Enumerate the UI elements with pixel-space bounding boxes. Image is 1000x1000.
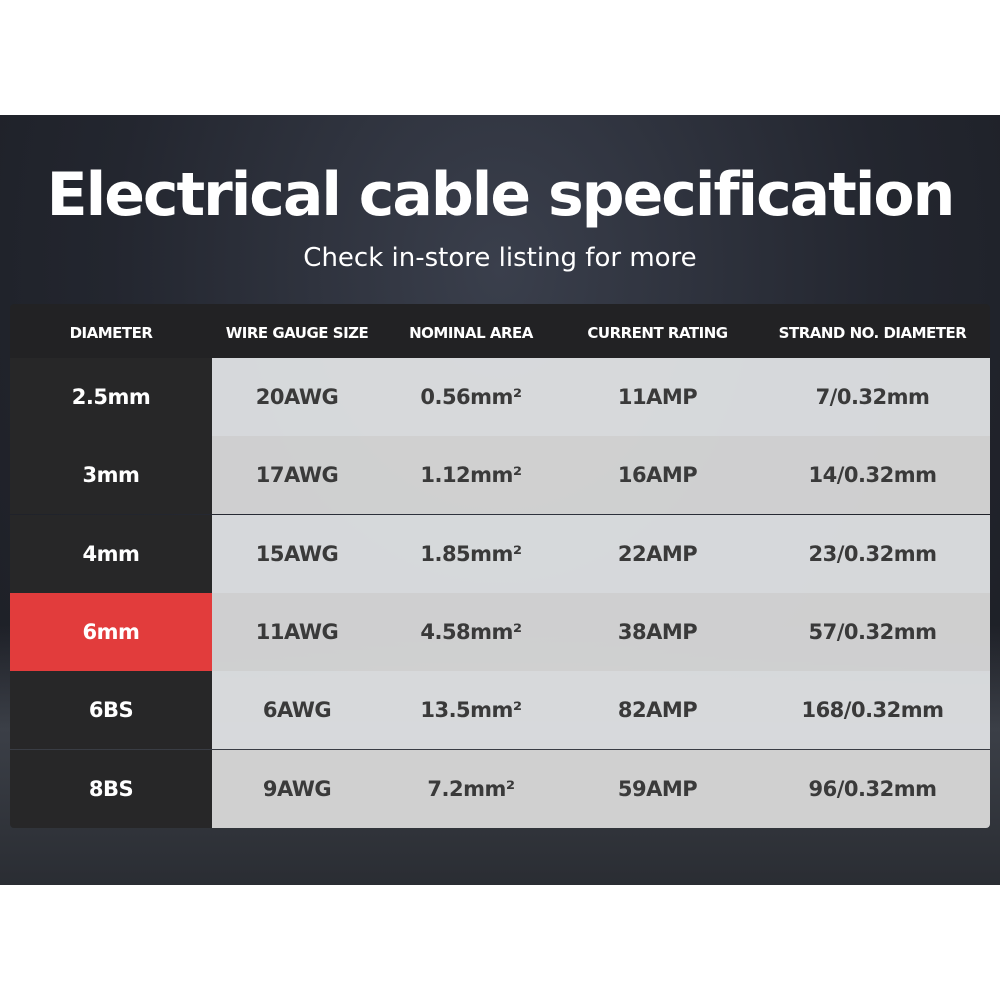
cell-strand: 57/0.32mm [755,592,990,671]
cell-current-rating: 22AMP [560,514,755,593]
cell-current-rating: 11AMP [560,358,755,436]
table-row: 6mm 11AWG 4.58mm² 38AMP 57/0.32mm [10,592,990,671]
header-strand: STRAND NO. DIAMETER [778,324,967,342]
cell-current-rating: 16AMP [560,436,755,515]
cell-diameter: 8BS [10,749,212,828]
table-row: 4mm 15AWG 1.85mm² 22AMP 23/0.32mm [10,514,990,593]
cell-wire-gauge: 15AWG [212,514,382,593]
cell-strand: 168/0.32mm [755,671,990,750]
header-nominal-area: NOMINAL AREA [409,324,533,342]
cell-wire-gauge: 6AWG [212,671,382,750]
cell-nominal-area: 13.5mm² [382,671,560,750]
table-header: DIAMETER WIRE GAUGE SIZE NOMINAL AREA CU… [10,304,990,358]
cell-nominal-area: 1.12mm² [382,436,560,515]
cell-wire-gauge: 17AWG [212,436,382,515]
cell-nominal-area: 0.56mm² [382,358,560,436]
cell-nominal-area: 4.58mm² [382,592,560,671]
header-wire-gauge: WIRE GAUGE SIZE [225,324,369,342]
table-row: 3mm 17AWG 1.12mm² 16AMP 14/0.32mm [10,436,990,515]
header-current-rating: CURRENT RATING [587,324,728,342]
cell-wire-gauge: 9AWG [212,749,382,828]
cell-diameter: 4mm [10,514,212,593]
table-row: 6BS 6AWG 13.5mm² 82AMP 168/0.32mm [10,671,990,750]
cell-wire-gauge: 20AWG [212,358,382,436]
header-diameter: DIAMETER [69,324,153,342]
table-row: 8BS 9AWG 7.2mm² 59AMP 96/0.32mm [10,749,990,828]
cell-diameter: 2.5mm [10,358,212,436]
cell-strand: 96/0.32mm [755,749,990,828]
cell-strand: 23/0.32mm [755,514,990,593]
cell-current-rating: 82AMP [560,671,755,750]
cell-current-rating: 38AMP [560,592,755,671]
subtitle: Check in-store listing for more [303,243,697,273]
cell-diameter: 6BS [10,671,212,750]
cell-strand: 7/0.32mm [755,358,990,436]
cell-current-rating: 59AMP [560,749,755,828]
cell-diameter: 6mm [10,592,212,671]
cell-wire-gauge: 11AWG [212,592,382,671]
table-row: 2.5mm 20AWG 0.56mm² 11AMP 7/0.32mm [10,358,990,436]
page-title: Electrical cable specification [46,160,956,230]
cell-nominal-area: 7.2mm² [382,749,560,828]
cell-nominal-area: 1.85mm² [382,514,560,593]
cell-strand: 14/0.32mm [755,436,990,515]
cell-diameter: 3mm [10,436,212,515]
spec-table: DIAMETER WIRE GAUGE SIZE NOMINAL AREA CU… [10,304,990,828]
